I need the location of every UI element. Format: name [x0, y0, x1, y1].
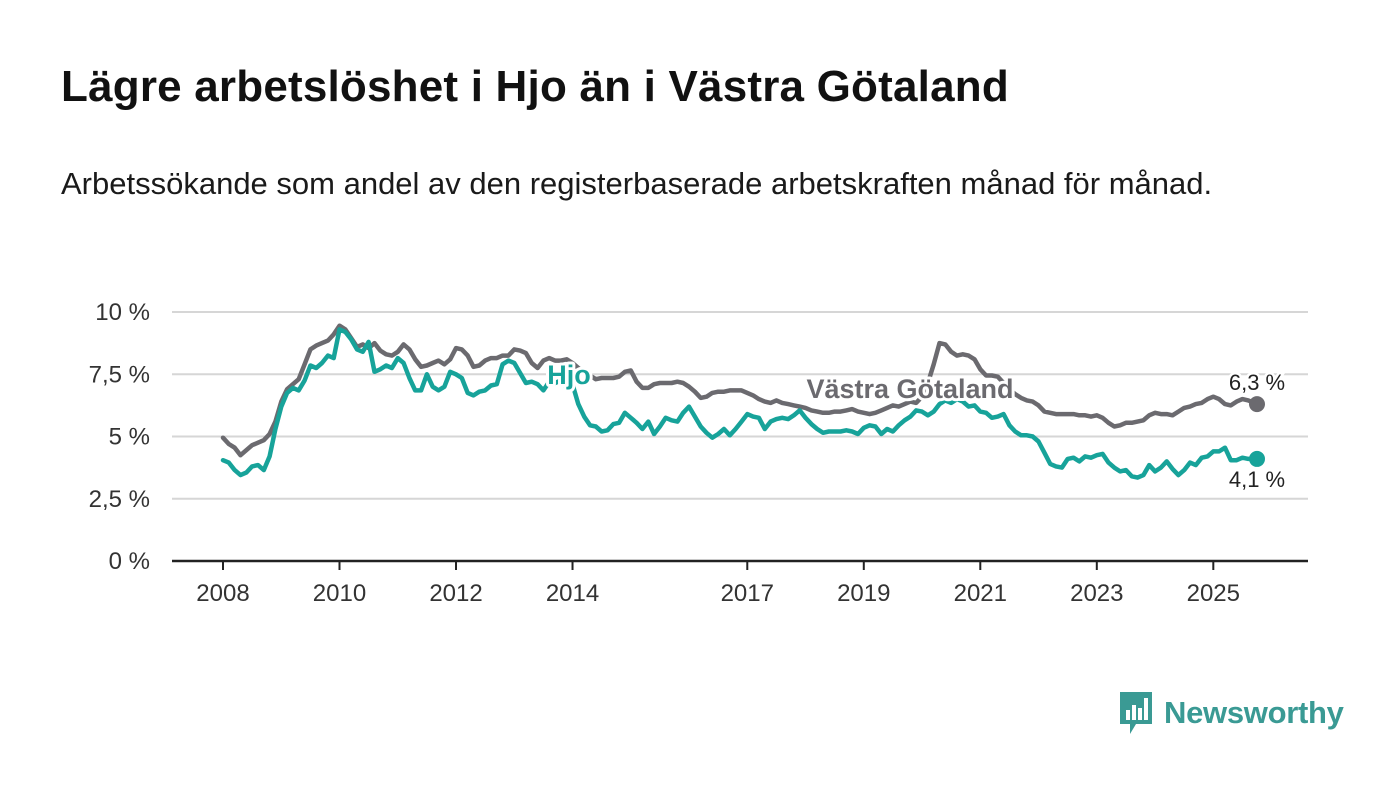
- series-end-point-v-stra-g-taland: [1249, 396, 1265, 413]
- series-labels: 6,3 % 4,1 % Västra Götaland Hjo: [544, 357, 1287, 494]
- x-tick-label: 2017: [721, 580, 774, 607]
- x-tick-label: 2019: [837, 580, 890, 607]
- x-tick-label: 2012: [429, 580, 482, 607]
- y-axis: 0 % 2,5 % 5 % 7,5 % 10 %: [89, 299, 150, 575]
- gridlines: [172, 311, 1308, 563]
- y-tick-label: 0 %: [109, 548, 150, 575]
- x-tick-label: 2014: [546, 580, 599, 607]
- x-axis: 2008 2010 2012 2014 2017 2019 2021 2023 2025: [196, 561, 1240, 607]
- newsworthy-logo-icon: [1120, 692, 1152, 734]
- y-tick-label: 2,5 %: [89, 486, 150, 513]
- y-tick-label: 10 %: [95, 299, 150, 326]
- series-group: [220, 323, 1265, 480]
- end-value-label-hjo: 4,1 %: [1229, 467, 1285, 492]
- chart-subtitle: Arbetssökande som andel av den registerb…: [61, 166, 1213, 201]
- y-tick-label: 5 %: [109, 424, 150, 451]
- x-tick-label: 2008: [196, 580, 249, 607]
- y-tick-label: 7,5 %: [89, 361, 150, 388]
- x-tick-label: 2025: [1187, 580, 1240, 607]
- x-tick-label: 2021: [954, 580, 1007, 607]
- brand-logo: Newsworthy: [1118, 690, 1344, 736]
- series-label-vastra-gotaland: Västra Götaland: [806, 374, 1013, 404]
- x-tick-label: 2023: [1070, 580, 1123, 607]
- end-value-label-v-stra-g-taland: 6,3 %: [1229, 370, 1285, 395]
- page-title: Lägre arbetslöshet i Hjo än i Västra Göt…: [61, 62, 1009, 111]
- brand-name: Newsworthy: [1164, 695, 1344, 730]
- series-label-hjo: Hjo: [547, 360, 591, 390]
- x-tick-label: 2010: [313, 580, 366, 607]
- series-line-v-stra-g-taland: [220, 323, 1260, 458]
- series-line-hjo: [220, 327, 1260, 480]
- series-end-point-hjo: [1249, 450, 1265, 467]
